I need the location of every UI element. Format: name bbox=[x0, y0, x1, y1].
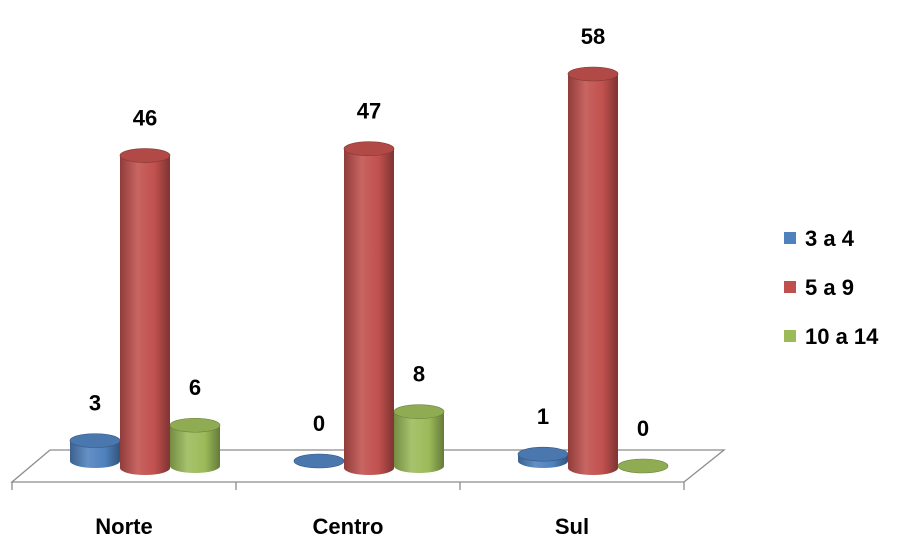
x-tick-label: Centro bbox=[313, 514, 384, 537]
legend-label: 5 a 9 bbox=[805, 275, 854, 300]
data-label: 47 bbox=[357, 99, 381, 124]
data-label: 6 bbox=[189, 375, 201, 400]
bar-centro-3-a-4 bbox=[293, 453, 345, 469]
bar-sul-3-a-4 bbox=[517, 446, 569, 468]
data-label: 1 bbox=[537, 404, 549, 429]
data-label: 0 bbox=[637, 416, 649, 441]
data-label: 46 bbox=[133, 106, 157, 131]
bar-centro-5-a-9 bbox=[343, 141, 395, 476]
bar-sul-10-a-14 bbox=[617, 458, 669, 474]
legend-item: 3 a 4 bbox=[784, 226, 855, 251]
legend-swatch bbox=[784, 232, 796, 244]
data-label: 0 bbox=[313, 411, 325, 436]
bar-norte-3-a-4 bbox=[69, 433, 121, 468]
bar-sul-5-a-9 bbox=[567, 66, 619, 475]
legend-label: 10 a 14 bbox=[805, 324, 879, 349]
bar-norte-5-a-9 bbox=[119, 148, 171, 475]
data-label: 3 bbox=[89, 391, 101, 416]
bars-layer bbox=[69, 66, 669, 476]
bar-centro-10-a-14 bbox=[393, 404, 445, 473]
legend-item: 10 a 14 bbox=[784, 324, 879, 349]
x-tick-label: Sul bbox=[555, 514, 589, 537]
legend: 3 a 4 5 a 9 10 a 14 bbox=[784, 226, 879, 349]
x-axis: Norte Centro Sul bbox=[95, 514, 589, 539]
bar-norte-10-a-14 bbox=[169, 417, 221, 473]
legend-swatch bbox=[784, 281, 796, 293]
data-label: 58 bbox=[581, 24, 605, 49]
data-label: 8 bbox=[413, 362, 425, 387]
x-tick-label: Norte bbox=[95, 514, 152, 537]
legend-swatch bbox=[784, 330, 796, 342]
legend-label: 3 a 4 bbox=[805, 226, 855, 251]
legend-item: 5 a 9 bbox=[784, 275, 854, 300]
data-labels-layer: 3 46 6 0 47 8 1 58 0 bbox=[89, 24, 649, 441]
